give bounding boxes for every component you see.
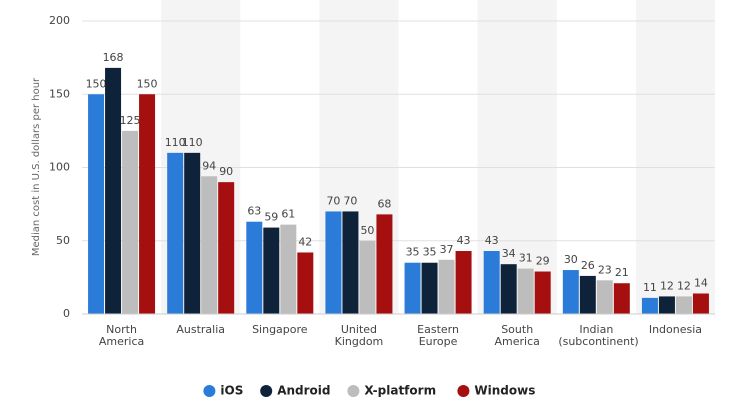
bar bbox=[263, 227, 280, 314]
value-label: 63 bbox=[247, 205, 261, 218]
bar bbox=[658, 296, 675, 314]
value-label: 150 bbox=[86, 77, 107, 90]
bar bbox=[280, 224, 297, 314]
value-label: 11 bbox=[643, 281, 657, 294]
legend-marker bbox=[203, 385, 216, 397]
value-label: 31 bbox=[519, 252, 533, 265]
bar bbox=[455, 251, 472, 314]
value-label: 26 bbox=[581, 259, 595, 272]
value-label: 110 bbox=[182, 136, 203, 149]
x-tick-label: United Kingdom bbox=[334, 323, 384, 348]
value-label: 35 bbox=[406, 246, 420, 259]
x-tick-label: Eastern Europe bbox=[417, 323, 459, 348]
bar bbox=[139, 94, 156, 314]
bar bbox=[122, 130, 139, 314]
legend-marker bbox=[457, 385, 470, 397]
bar bbox=[500, 264, 517, 314]
value-label: 30 bbox=[564, 253, 578, 266]
bar bbox=[517, 268, 534, 314]
value-label: 68 bbox=[377, 197, 391, 210]
bar bbox=[342, 211, 359, 314]
value-label: 14 bbox=[694, 276, 708, 289]
value-label: 50 bbox=[360, 224, 374, 237]
bar bbox=[692, 293, 709, 314]
bar bbox=[404, 262, 421, 314]
bar bbox=[184, 152, 201, 314]
bar bbox=[325, 211, 342, 314]
y-tick-label: 0 bbox=[63, 307, 70, 320]
value-label: 42 bbox=[298, 235, 312, 248]
value-label: 125 bbox=[120, 114, 141, 127]
x-tick-label: North America bbox=[98, 323, 145, 348]
bar bbox=[438, 259, 455, 314]
x-tick-label: Indonesia bbox=[648, 323, 703, 336]
bar bbox=[579, 275, 596, 314]
value-label: 37 bbox=[440, 243, 454, 256]
value-label: 34 bbox=[502, 247, 516, 260]
bar bbox=[641, 297, 658, 314]
bar bbox=[218, 182, 235, 314]
bar bbox=[359, 240, 376, 314]
legend-label: Windows bbox=[474, 384, 535, 398]
value-label: 70 bbox=[343, 194, 357, 207]
x-tick-label: South America bbox=[494, 323, 540, 348]
bar bbox=[421, 262, 438, 314]
bar bbox=[534, 271, 551, 314]
bar bbox=[596, 280, 613, 314]
value-label: 70 bbox=[326, 194, 340, 207]
value-label: 29 bbox=[536, 255, 550, 268]
bar bbox=[105, 67, 122, 314]
legend-label: iOS bbox=[220, 384, 243, 398]
value-label: 90 bbox=[219, 165, 233, 178]
bar bbox=[246, 221, 263, 314]
bar bbox=[675, 296, 692, 314]
bar bbox=[297, 252, 314, 314]
bar bbox=[88, 94, 105, 314]
x-tick-label: Singapore bbox=[252, 323, 308, 336]
bar bbox=[483, 251, 500, 314]
legend-marker bbox=[260, 385, 273, 397]
y-tick-label: 150 bbox=[49, 87, 70, 100]
value-label: 21 bbox=[615, 266, 629, 279]
band-background bbox=[635, 0, 715, 314]
x-tick-label: Indian (subcontinent) bbox=[558, 323, 639, 348]
y-axis-label: Median cost in U.S. dollars per hour bbox=[31, 77, 42, 256]
bar bbox=[167, 152, 184, 314]
value-label: 35 bbox=[423, 246, 437, 259]
value-label: 23 bbox=[598, 263, 612, 276]
value-label: 12 bbox=[660, 279, 674, 292]
value-label: 61 bbox=[281, 208, 295, 221]
y-tick-label: 100 bbox=[49, 161, 70, 174]
y-tick-label: 50 bbox=[56, 234, 70, 247]
bar bbox=[376, 214, 393, 314]
value-label: 43 bbox=[485, 234, 499, 247]
legend-label: Android bbox=[277, 384, 330, 398]
value-label: 168 bbox=[103, 51, 124, 64]
bar bbox=[613, 283, 630, 314]
bar bbox=[562, 270, 579, 314]
y-tick-label: 200 bbox=[49, 14, 70, 27]
value-label: 12 bbox=[677, 279, 691, 292]
x-tick-label: Australia bbox=[176, 323, 226, 336]
value-label: 110 bbox=[165, 136, 186, 149]
value-label: 150 bbox=[137, 77, 158, 90]
bar bbox=[201, 176, 218, 314]
legend-marker bbox=[347, 385, 360, 397]
legend-label: X-platform bbox=[364, 384, 436, 398]
value-label: 94 bbox=[202, 159, 216, 172]
value-label: 43 bbox=[457, 234, 471, 247]
value-label: 59 bbox=[264, 211, 278, 224]
